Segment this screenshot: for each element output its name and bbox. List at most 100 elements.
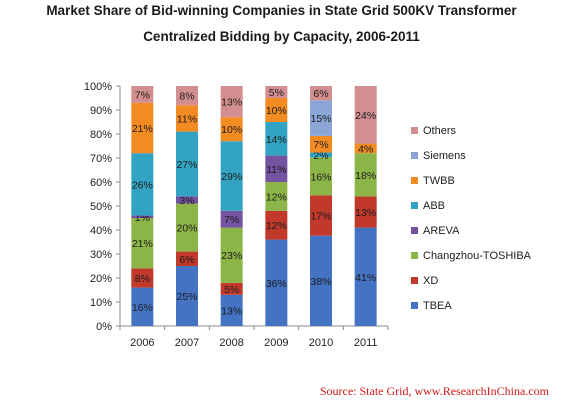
bar-segment: [131, 287, 154, 326]
bar-segment: [131, 102, 154, 154]
x-tick-label: 2011: [354, 337, 378, 349]
data-label: 13%: [355, 207, 376, 219]
y-tick-label: 40%: [90, 225, 112, 237]
y-tick-label: 100%: [84, 81, 112, 93]
bar-segment: [220, 227, 243, 283]
bar-segment: [176, 196, 198, 204]
bar-segment: [310, 195, 332, 236]
data-label: 29%: [221, 171, 242, 183]
data-label: 41%: [355, 272, 376, 284]
data-label: 5%: [224, 284, 239, 296]
data-label: 21%: [132, 123, 153, 135]
bar-segment: [310, 100, 332, 136]
y-tick-label: 80%: [90, 129, 112, 141]
data-label: 36%: [266, 278, 287, 290]
data-label: 8%: [179, 91, 194, 103]
legend-swatch: [411, 227, 418, 234]
y-tick-label: 30%: [90, 249, 112, 261]
data-label: 11%: [266, 164, 286, 176]
bar-segment: [310, 86, 332, 101]
data-label: 7%: [313, 139, 328, 151]
bar-segment: [354, 143, 377, 154]
data-label: 23%: [221, 250, 242, 262]
y-tick-label: 60%: [90, 177, 112, 189]
bar-segment: [220, 117, 243, 142]
data-label: 17%: [310, 211, 331, 223]
bar-segment: [176, 105, 198, 132]
bar-segment: [176, 251, 198, 266]
bar-segment: [131, 268, 154, 288]
bar-segment: [354, 153, 377, 197]
data-label: 7%: [135, 89, 150, 101]
data-label: 4%: [358, 143, 373, 155]
bar-segment: [176, 203, 198, 252]
x-tick-label: 2006: [130, 337, 154, 349]
y-tick-label: 20%: [90, 273, 112, 285]
y-tick-label: 50%: [90, 201, 112, 213]
data-label: 14%: [266, 134, 287, 146]
bar-segment: [265, 182, 288, 211]
bar-segment: [265, 239, 288, 326]
data-label: 8%: [135, 273, 150, 285]
data-label: 12%: [266, 191, 287, 203]
legend-swatch: [411, 277, 418, 284]
bar-segment: [265, 86, 288, 98]
data-label: 5%: [269, 87, 284, 99]
data-label: 2%: [313, 150, 328, 162]
source-note: Source: State Grid, www.ResearchInChina.…: [319, 384, 549, 398]
legend-label: Siemens: [423, 150, 466, 162]
bar-segment: [131, 215, 154, 218]
data-label: 25%: [176, 291, 197, 303]
data-label: 16%: [132, 302, 153, 314]
bar-segment: [310, 235, 332, 326]
x-tick-label: 2009: [264, 337, 288, 349]
y-tick-label: 70%: [90, 153, 112, 165]
bar-segment: [220, 210, 243, 228]
data-label: 21%: [132, 238, 153, 250]
data-label: 18%: [355, 170, 376, 182]
data-label: 6%: [179, 254, 194, 266]
data-label: 6%: [313, 88, 328, 100]
bar-segment: [265, 122, 288, 156]
bar-segment: [176, 131, 198, 197]
legend-swatch: [411, 127, 418, 134]
data-label: 26%: [132, 179, 153, 191]
y-tick-label: 10%: [90, 297, 112, 309]
bar-segment: [131, 153, 154, 216]
chart-title-line-1: Market Share of Bid-winning Companies in…: [46, 3, 517, 18]
data-label: 15%: [310, 113, 331, 125]
x-tick-label: 2008: [219, 337, 243, 349]
x-tick-label: 2010: [309, 337, 333, 349]
data-label: 24%: [355, 110, 376, 122]
bar-segment: [354, 86, 377, 144]
y-tick-label: 0%: [96, 321, 112, 333]
bar-segment: [354, 227, 377, 326]
data-label: 13%: [221, 97, 242, 109]
chart-title-line-2: Centralized Bidding by Capacity, 2006-20…: [143, 29, 420, 44]
data-label: 27%: [176, 159, 197, 171]
data-label: 13%: [221, 305, 242, 317]
bar-segment: [220, 141, 243, 211]
legend-label: TBEA: [423, 300, 452, 312]
y-tick-label: 90%: [90, 105, 112, 117]
data-label: 7%: [224, 214, 239, 226]
bar-segment: [265, 155, 288, 182]
legend-label: XD: [423, 275, 438, 287]
data-label: 10%: [266, 105, 287, 117]
legend-label: Others: [423, 125, 457, 137]
data-label: 3%: [179, 195, 194, 207]
legend-label: TWBB: [423, 175, 455, 187]
data-label: 10%: [221, 124, 242, 136]
legend-swatch: [411, 302, 418, 309]
bar-segment: [131, 86, 154, 103]
bar-segment: [265, 98, 288, 122]
x-tick-label: 2007: [175, 337, 199, 349]
bar-segment: [310, 135, 332, 153]
legend-label: ABB: [423, 200, 445, 212]
bar-segment: [220, 282, 243, 295]
legend-label: AREVA: [423, 225, 460, 237]
legend-swatch: [411, 202, 418, 209]
legend-swatch: [411, 252, 418, 259]
data-label: 11%: [177, 113, 197, 125]
